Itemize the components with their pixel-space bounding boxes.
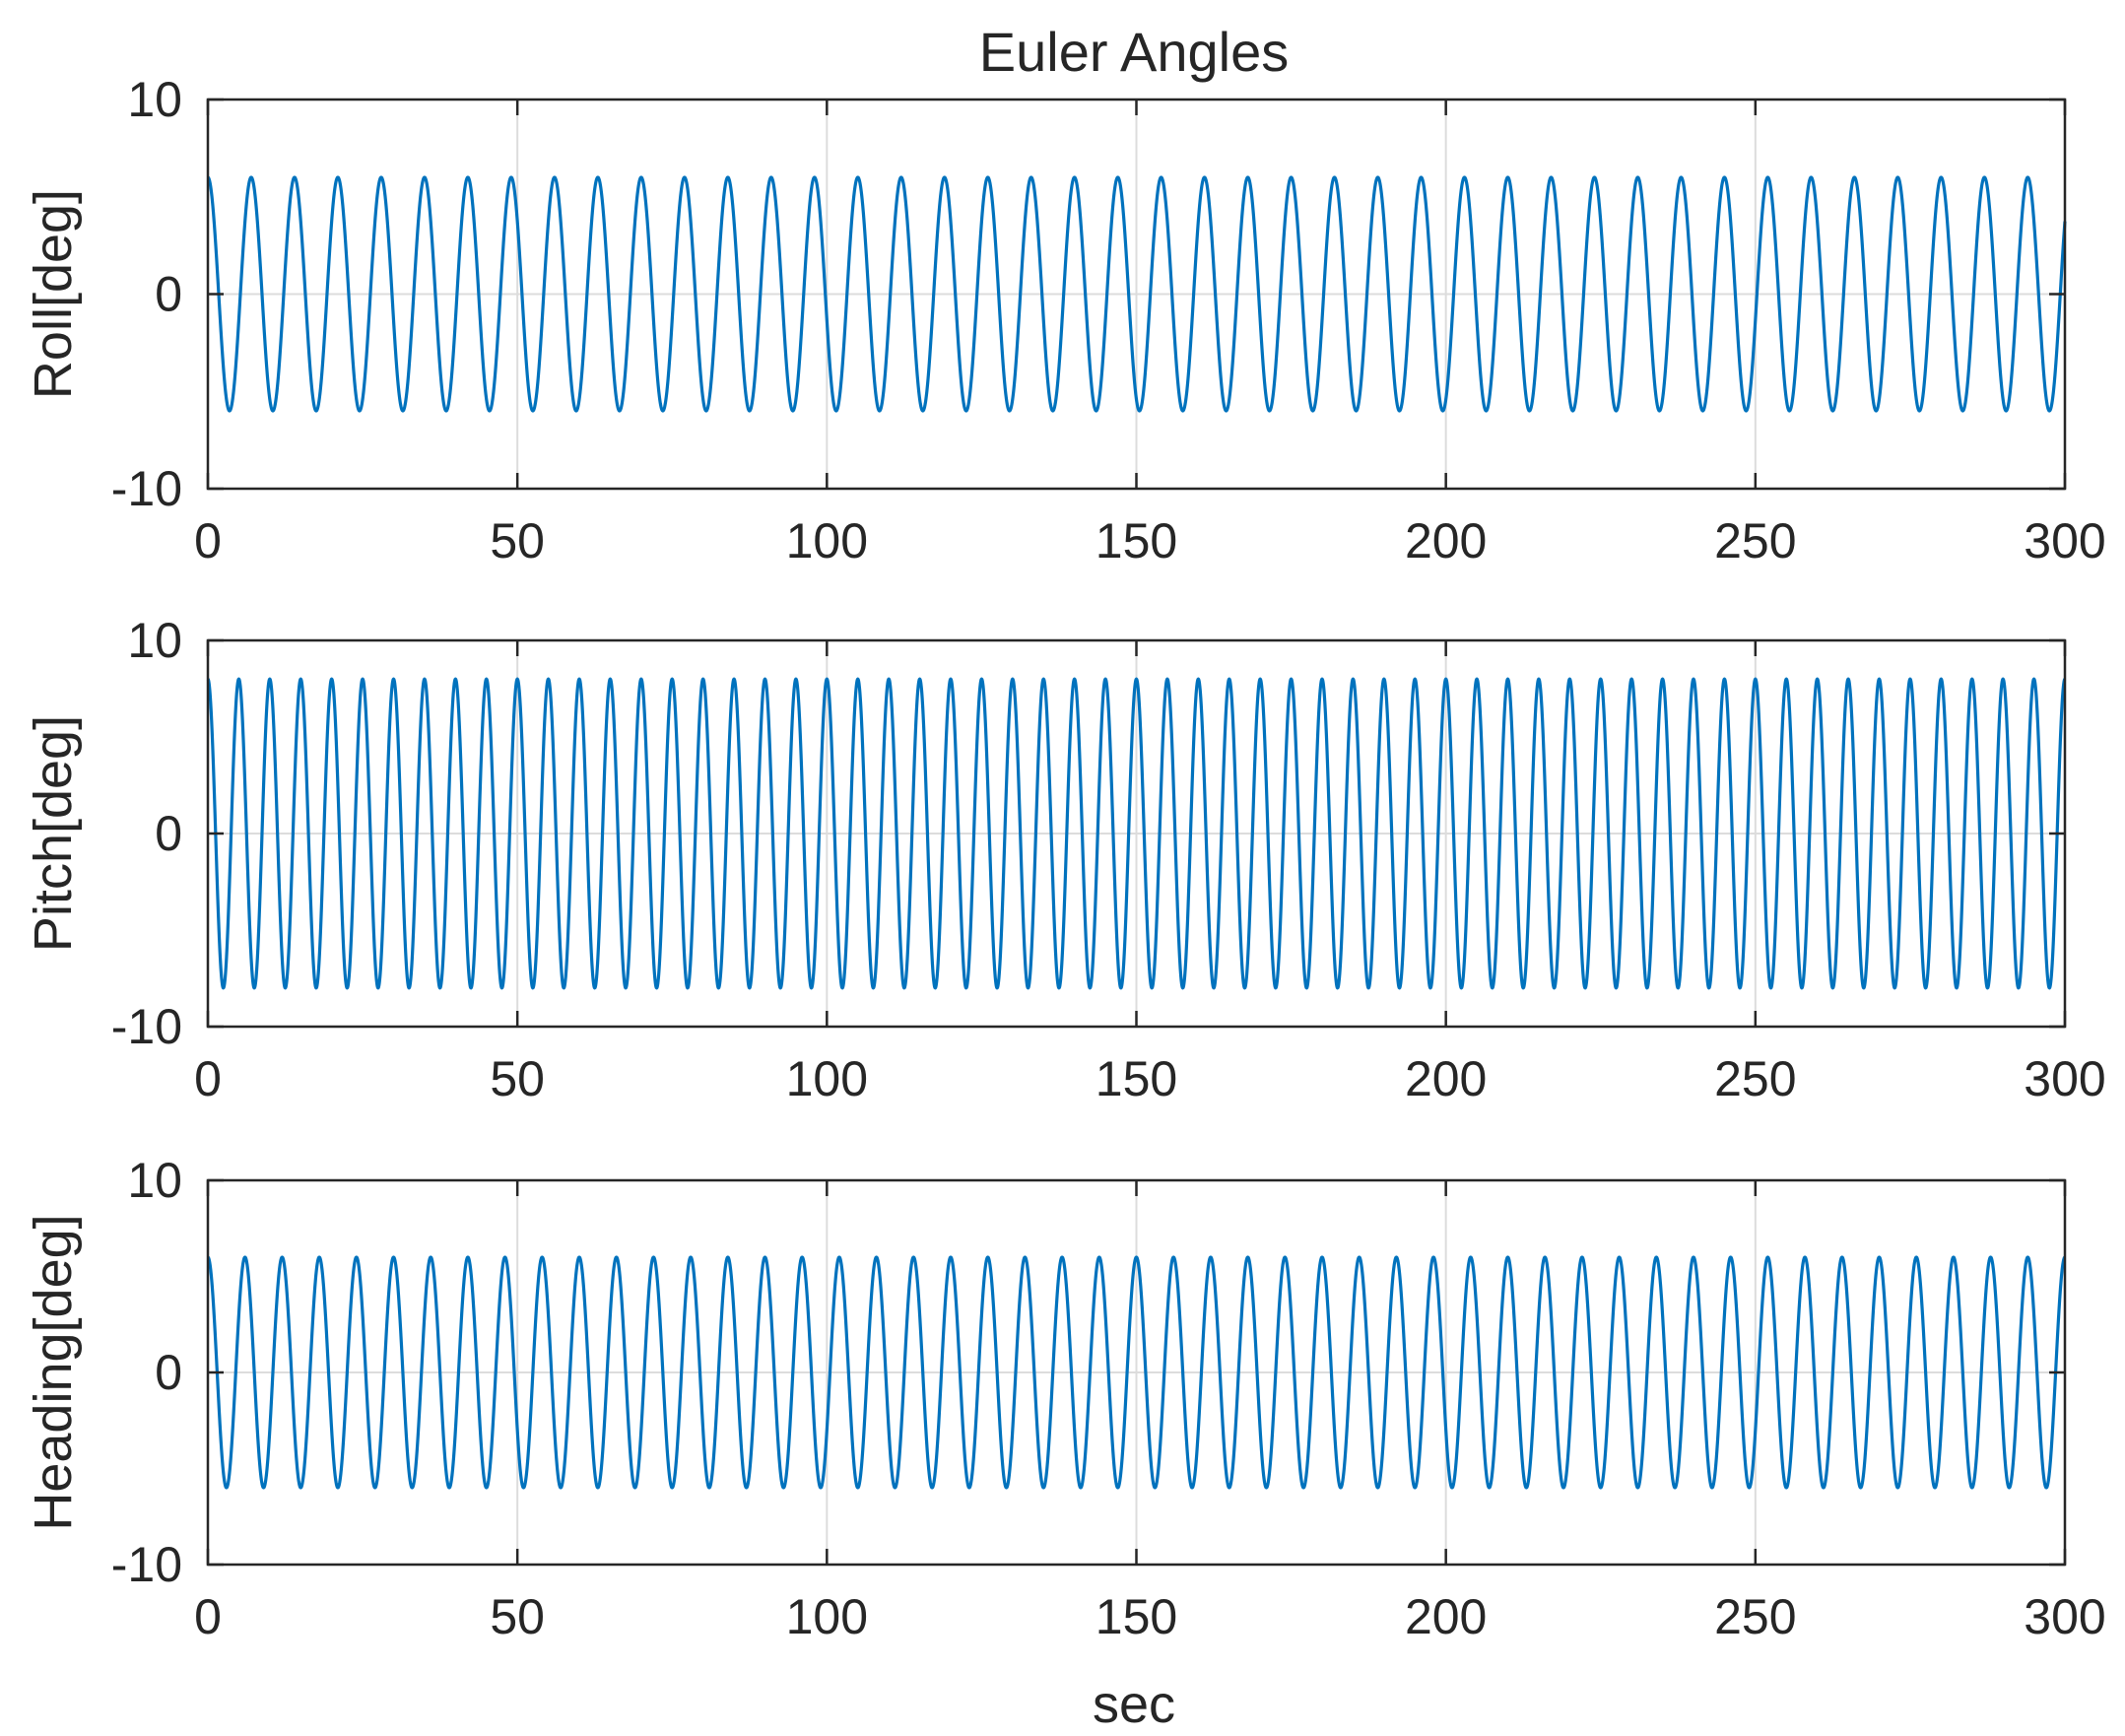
x-tick-label: 300 <box>2024 513 2105 568</box>
x-tick-label: 0 <box>194 513 222 568</box>
x-tick-label: 250 <box>1714 513 1796 568</box>
y-tick-label: -10 <box>111 1537 182 1592</box>
x-tick-label: 50 <box>490 1051 545 1106</box>
x-tick-label: 200 <box>1405 1051 1487 1106</box>
y-tick-label: 0 <box>155 1345 182 1400</box>
x-axis-label: sec <box>1093 1675 1175 1734</box>
x-tick-label: 250 <box>1714 1051 1796 1106</box>
x-tick-label: 150 <box>1096 1051 1177 1106</box>
x-tick-label: 100 <box>786 1589 868 1644</box>
x-tick-label: 0 <box>194 1589 222 1644</box>
x-tick-label: 100 <box>786 1051 868 1106</box>
x-tick-label: 250 <box>1714 1589 1796 1644</box>
x-tick-label: 100 <box>786 513 868 568</box>
series-line-1 <box>206 1255 2067 1490</box>
y-axis-label: Heading[deg] <box>24 1214 83 1530</box>
x-tick-label: 300 <box>2024 1051 2105 1106</box>
y-tick-label: -10 <box>111 999 182 1054</box>
series-line-1 <box>206 175 2067 413</box>
series-line-1 <box>206 677 2067 990</box>
x-tick-label: 200 <box>1405 513 1487 568</box>
x-tick-label: 50 <box>490 513 545 568</box>
x-tick-label: 150 <box>1096 1589 1177 1644</box>
y-tick-label: 10 <box>127 613 182 668</box>
x-tick-label: 50 <box>490 1589 545 1644</box>
x-tick-label: 300 <box>2024 1589 2105 1644</box>
y-tick-label: -10 <box>111 461 182 516</box>
y-tick-label: 10 <box>127 72 182 127</box>
y-tick-label: 0 <box>155 806 182 861</box>
x-tick-label: 150 <box>1096 513 1177 568</box>
y-tick-label: 0 <box>155 267 182 322</box>
figure-title: Euler Angles <box>979 21 1289 83</box>
x-tick-label: 0 <box>194 1051 222 1106</box>
y-axis-label: Roll[deg] <box>24 189 83 399</box>
y-axis-label: Pitch[deg] <box>24 715 83 952</box>
y-tick-label: 10 <box>127 1153 182 1208</box>
x-tick-label: 200 <box>1405 1589 1487 1644</box>
